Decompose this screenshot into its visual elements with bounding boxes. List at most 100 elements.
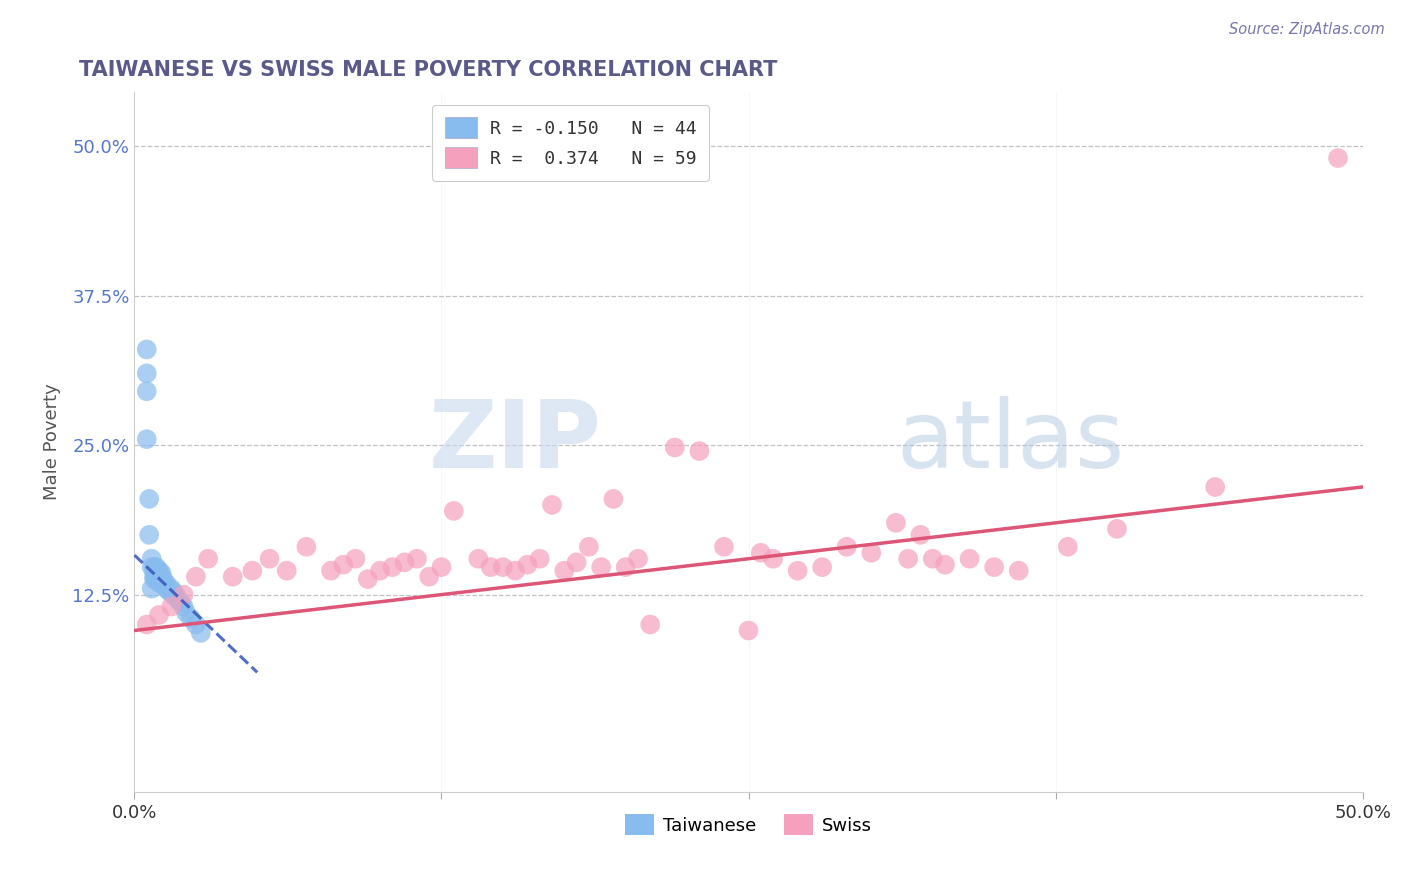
- Point: [430, 560, 453, 574]
- Point: [138, 491, 160, 506]
- Text: ZIP: ZIP: [429, 396, 602, 488]
- Point: [492, 560, 515, 574]
- Point: [145, 560, 167, 574]
- Point: [150, 574, 173, 588]
- Point: [155, 577, 177, 591]
- Point: [174, 606, 197, 620]
- Point: [153, 577, 176, 591]
- Point: [190, 626, 212, 640]
- Point: [529, 551, 551, 566]
- Y-axis label: Male Poverty: Male Poverty: [44, 384, 60, 500]
- Point: [145, 569, 167, 583]
- Point: [160, 599, 183, 614]
- Point: [184, 569, 207, 583]
- Point: [141, 560, 163, 574]
- Point: [602, 491, 624, 506]
- Point: [516, 558, 538, 572]
- Point: [786, 564, 808, 578]
- Point: [344, 551, 367, 566]
- Point: [319, 564, 342, 578]
- Point: [749, 546, 772, 560]
- Point: [884, 516, 907, 530]
- Point: [503, 564, 526, 578]
- Point: [688, 444, 710, 458]
- Text: atlas: atlas: [896, 396, 1125, 488]
- Point: [165, 589, 187, 603]
- Point: [145, 566, 167, 580]
- Point: [143, 560, 166, 574]
- Point: [394, 555, 416, 569]
- Point: [1204, 480, 1226, 494]
- Point: [143, 569, 166, 583]
- Point: [357, 572, 380, 586]
- Point: [135, 367, 157, 381]
- Point: [135, 384, 157, 399]
- Point: [170, 596, 193, 610]
- Point: [664, 441, 686, 455]
- Point: [259, 551, 281, 566]
- Point: [381, 560, 404, 574]
- Point: [150, 569, 173, 583]
- Point: [811, 560, 834, 574]
- Point: [150, 566, 173, 580]
- Point: [173, 599, 195, 614]
- Point: [155, 582, 177, 596]
- Point: [148, 607, 170, 622]
- Point: [332, 558, 354, 572]
- Text: TAIWANESE VS SWISS MALE POVERTY CORRELATION CHART: TAIWANESE VS SWISS MALE POVERTY CORRELAT…: [79, 60, 778, 79]
- Point: [614, 560, 637, 574]
- Point: [835, 540, 858, 554]
- Point: [1056, 540, 1078, 554]
- Point: [1105, 522, 1128, 536]
- Point: [197, 551, 219, 566]
- Point: [860, 546, 883, 560]
- Point: [638, 617, 661, 632]
- Point: [141, 551, 163, 566]
- Point: [150, 577, 173, 591]
- Point: [148, 566, 170, 580]
- Point: [565, 555, 588, 569]
- Point: [897, 551, 920, 566]
- Point: [167, 593, 190, 607]
- Point: [418, 569, 440, 583]
- Point: [148, 575, 170, 590]
- Point: [145, 574, 167, 588]
- Point: [163, 585, 186, 599]
- Point: [910, 528, 932, 542]
- Point: [934, 558, 956, 572]
- Point: [1008, 564, 1031, 578]
- Point: [184, 617, 207, 632]
- Point: [553, 564, 575, 578]
- Point: [138, 528, 160, 542]
- Point: [713, 540, 735, 554]
- Point: [443, 504, 465, 518]
- Point: [160, 585, 183, 599]
- Point: [153, 574, 176, 588]
- Point: [148, 574, 170, 588]
- Point: [157, 584, 180, 599]
- Point: [222, 569, 245, 583]
- Point: [180, 611, 202, 625]
- Point: [467, 551, 489, 566]
- Point: [143, 564, 166, 578]
- Point: [627, 551, 650, 566]
- Point: [148, 569, 170, 583]
- Point: [1327, 151, 1350, 165]
- Point: [148, 564, 170, 578]
- Point: [135, 432, 157, 446]
- Point: [145, 564, 167, 578]
- Point: [143, 572, 166, 586]
- Point: [983, 560, 1005, 574]
- Text: Source: ZipAtlas.com: Source: ZipAtlas.com: [1229, 22, 1385, 37]
- Point: [591, 560, 613, 574]
- Point: [762, 551, 785, 566]
- Point: [295, 540, 318, 554]
- Point: [959, 551, 981, 566]
- Point: [240, 564, 263, 578]
- Point: [160, 582, 183, 596]
- Point: [163, 589, 186, 603]
- Point: [921, 551, 943, 566]
- Point: [141, 582, 163, 596]
- Point: [578, 540, 600, 554]
- Point: [276, 564, 298, 578]
